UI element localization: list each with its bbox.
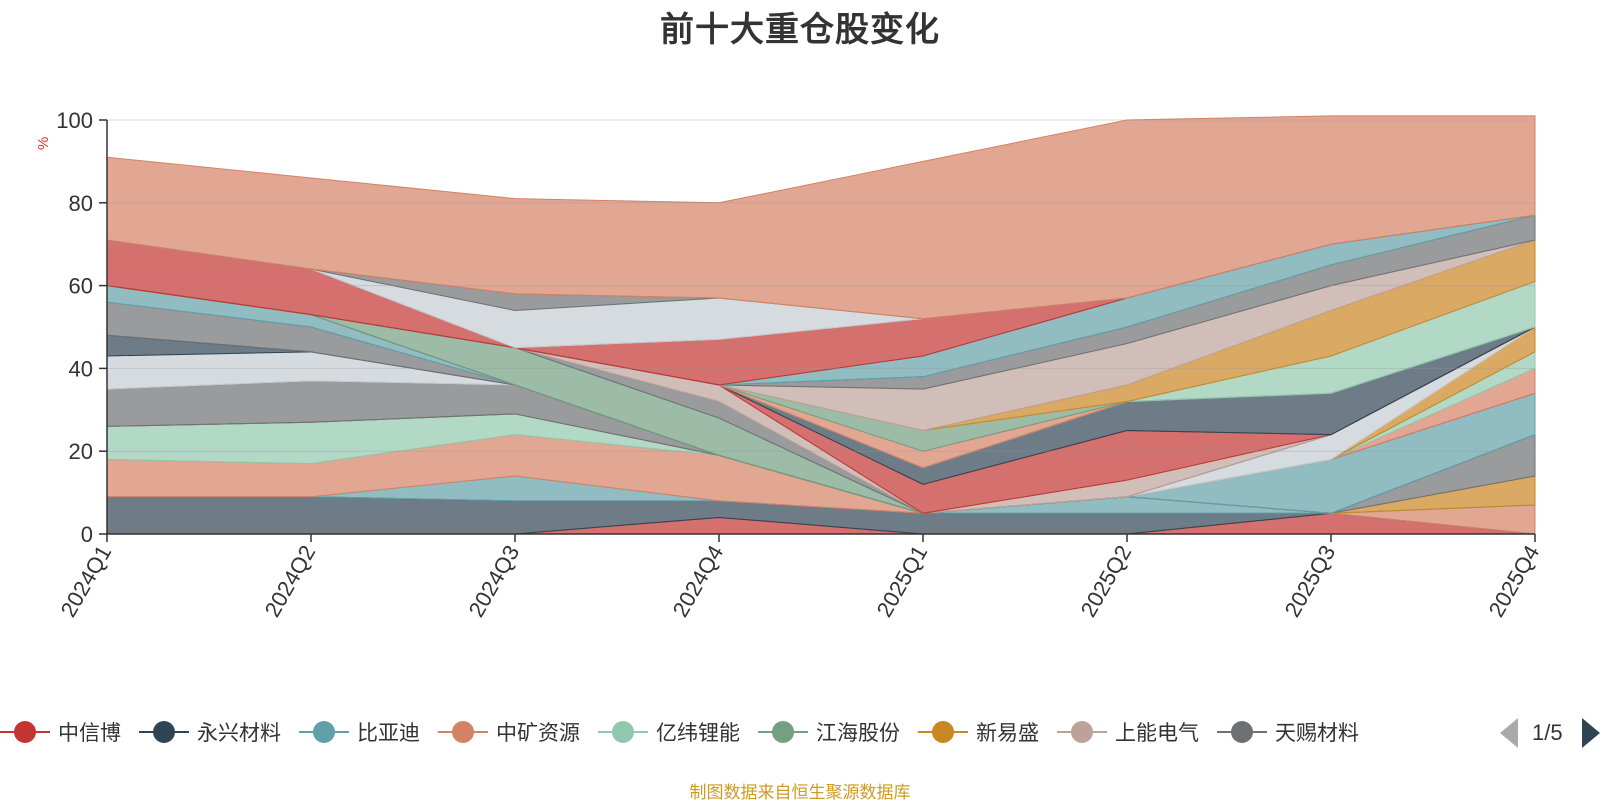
legend-item-3[interactable]: 中矿资源 [438,712,580,752]
legend-label: 新易盛 [976,722,1039,745]
y-tick-label-1: 20 [69,439,93,464]
legend-label: 天赐材料 [1275,722,1359,745]
legend-label: 江海股份 [816,722,900,745]
x-tick-label-1: 2024Q2 [260,541,321,621]
y-tick-label-0: 0 [81,522,93,547]
x-tick-label-3: 2024Q4 [668,541,729,621]
area-series-36 [106,115,1536,320]
legend-marker-icon [918,720,968,744]
x-tick-label-2: 2024Q3 [464,541,525,621]
x-tick-label-4: 2025Q1 [872,541,933,621]
legend-marker-icon [598,720,648,744]
legend-page-indicator: 1/5 [1532,720,1563,745]
chart-title: 前十大重仓股变化 [660,11,940,49]
legend-label: 永兴材料 [197,722,281,745]
legend-item-1[interactable]: 永兴材料 [139,712,281,752]
legend-marker-icon [1217,720,1267,744]
x-tick-label-6: 2025Q3 [1280,541,1341,621]
y-tick-label-4: 80 [69,191,93,216]
stacked-area-chart: 0 20 40 60 80 100 2024Q1 2024Q2 2024Q3 2024Q4 2025… [56,108,1545,621]
legend-marker-icon [758,720,808,744]
legend-marker-icon [139,720,189,744]
x-tick-label-7: 2025Q4 [1484,541,1545,621]
x-tick-label-5: 2025Q2 [1076,541,1137,621]
area-layer [106,115,1536,535]
legend-item-5[interactable]: 江海股份 [758,712,900,752]
legend-item-0[interactable]: 中信博 [0,712,121,752]
y-tick-label-2: 40 [69,356,93,381]
x-tick-label-0: 2024Q1 [56,541,117,621]
legend-label: 亿纬锂能 [656,722,740,745]
legend-marker-icon [0,720,50,744]
legend-item-4[interactable]: 亿纬锂能 [598,712,740,752]
y-axis-unit-label: % [35,136,52,150]
legend-item-8[interactable]: 天赐材料 [1217,712,1359,752]
legend-prev-page-icon[interactable] [1500,718,1518,748]
legend-marker-icon [299,720,349,744]
legend-item-6[interactable]: 新易盛 [918,712,1039,752]
data-source-note: 制图数据来自恒生聚源数据库 [689,783,911,802]
y-tick-label-3: 60 [69,274,93,299]
legend-label: 中矿资源 [496,722,580,745]
y-tick-label-5: 100 [56,108,93,133]
legend-label: 比亚迪 [357,722,420,745]
legend-item-2[interactable]: 比亚迪 [299,712,420,752]
legend-label: 上能电气 [1115,722,1199,745]
legend: 中信博 永兴材料 比亚迪 中矿资源 亿纬锂能 江海股份 新易盛 上能电气 天赐材料 [0,712,1480,752]
legend-item-7[interactable]: 上能电气 [1057,712,1199,752]
legend-pager: 1/5 [1500,718,1600,750]
legend-next-page-icon[interactable] [1582,718,1600,748]
legend-label: 中信博 [58,722,121,745]
legend-marker-icon [438,720,488,744]
legend-marker-icon [1057,720,1107,744]
